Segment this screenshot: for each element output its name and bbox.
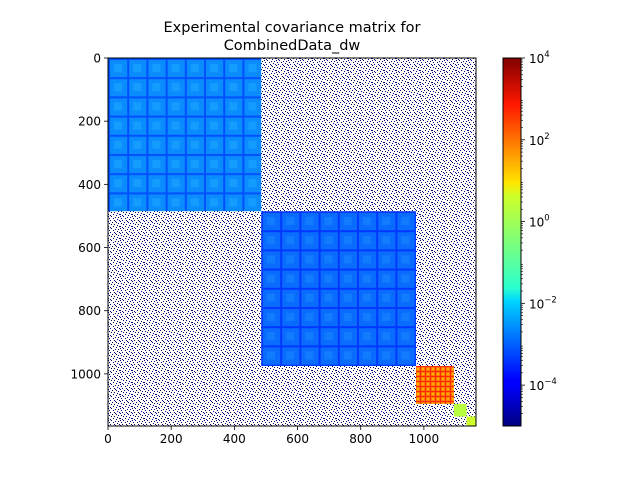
y-tick-label: 0 <box>93 52 101 66</box>
x-axis: 0 200 400 600 800 1000 <box>104 426 439 446</box>
colorbar-tick-label: 10−4 <box>529 377 557 393</box>
x-tick-label: 200 <box>160 432 183 446</box>
x-tick-label: 1000 <box>409 432 440 446</box>
y-axis: 0 200 400 600 800 1000 <box>70 52 108 381</box>
chart-title-line2: CombinedData_dw <box>224 38 361 54</box>
y-tick-label: 400 <box>78 178 101 192</box>
y-tick-label: 800 <box>78 304 101 318</box>
y-tick-label: 1000 <box>70 367 101 381</box>
colorbar-tick-label: 100 <box>529 214 550 230</box>
x-tick-label: 0 <box>104 432 112 446</box>
y-tick-label: 600 <box>78 241 101 255</box>
y-tick-label: 200 <box>78 115 101 129</box>
covariance-block-5 <box>466 416 476 426</box>
colorbar-gradient <box>502 57 522 427</box>
x-tick-label: 800 <box>349 432 372 446</box>
colorbar: 10−4 10−2 100 102 104 <box>502 50 557 427</box>
chart-title-line1: Experimental covariance matrix for <box>164 20 421 36</box>
colorbar-tick-label: 104 <box>529 50 550 66</box>
heatmap-plot <box>107 57 477 427</box>
covariance-block-3 <box>415 365 454 404</box>
colorbar-tick-label: 10−2 <box>529 295 557 311</box>
covariance-block-2 <box>261 211 416 366</box>
covariance-block-1 <box>108 58 262 212</box>
covariance-block-4 <box>453 403 467 417</box>
x-tick-label: 600 <box>286 432 309 446</box>
plot-frame <box>107 57 477 427</box>
colorbar-ticks: 10−4 10−2 100 102 104 <box>521 50 557 414</box>
colorbar-tick-label: 102 <box>529 132 550 148</box>
x-tick-label: 400 <box>223 432 246 446</box>
